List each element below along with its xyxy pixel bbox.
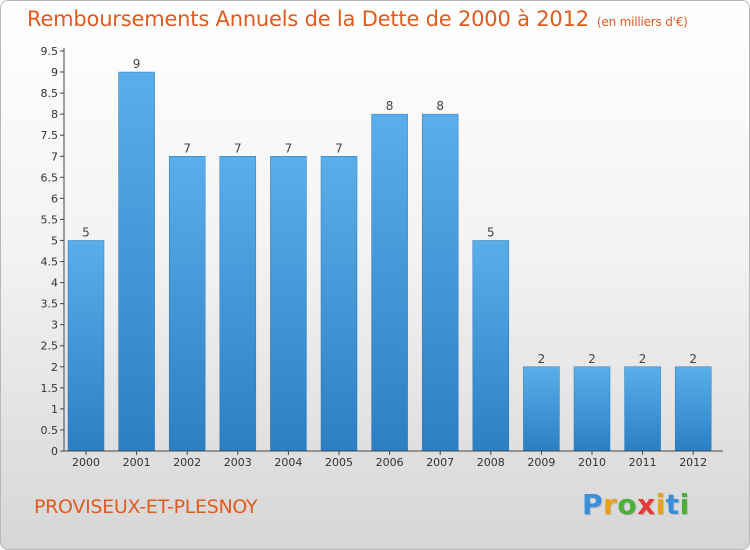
chart-unit: (en milliers d'€) — [596, 15, 688, 29]
logo-letter: o — [617, 488, 638, 521]
bar-2007 — [421, 113, 459, 452]
x-tick-label-2006: 2006 — [376, 456, 404, 469]
y-tick-label-7.5: 7.5 — [41, 129, 59, 142]
bar-2010 — [573, 366, 611, 452]
bar-2001 — [118, 71, 155, 452]
y-tick-label-5: 5 — [51, 234, 58, 247]
y-tick-label-6.5: 6.5 — [41, 171, 59, 184]
commune-name: PROVISEUX-ET-PLESNOY — [34, 496, 258, 518]
y-tick-label-6: 6 — [51, 192, 58, 205]
x-tick-label-2009: 2009 — [527, 456, 555, 469]
data-label-2008: 5 — [487, 225, 495, 239]
y-tick-label-3.5: 3.5 — [41, 298, 59, 311]
y-tick-label-3: 3 — [51, 319, 58, 332]
x-tick-label-2010: 2010 — [578, 456, 606, 469]
proxiti-logo[interactable]: Proxiti — [582, 488, 690, 521]
bar-2004 — [270, 156, 307, 452]
y-tick-label-7: 7 — [51, 150, 58, 163]
x-tick-label-2002: 2002 — [173, 456, 201, 469]
data-label-2009: 2 — [538, 352, 546, 366]
logo-letter: r — [603, 488, 618, 521]
y-tick-label-9: 9 — [51, 66, 58, 79]
chart-title-text: Remboursements Annuels de la Dette de 20… — [27, 7, 589, 31]
bar-2008 — [472, 240, 510, 452]
y-tick-label-1: 1 — [51, 403, 58, 416]
bar-2000 — [67, 240, 105, 452]
y-tick-label-2.5: 2.5 — [41, 340, 59, 353]
logo-letter: t — [665, 488, 680, 521]
data-label-2003: 7 — [234, 141, 242, 155]
data-label-2002: 7 — [183, 141, 191, 155]
x-tick-label-2000: 2000 — [72, 456, 100, 469]
bar-2003 — [219, 156, 257, 452]
y-tick-label-4: 4 — [51, 277, 58, 290]
x-tick-label-2011: 2011 — [629, 456, 657, 469]
y-tick-label-2: 2 — [51, 361, 58, 374]
bar-2002 — [168, 156, 206, 452]
y-tick-label-8.5: 8.5 — [41, 87, 59, 100]
x-tick-label-2012: 2012 — [679, 456, 707, 469]
data-label-2012: 2 — [689, 352, 697, 366]
x-tick-label-2001: 2001 — [123, 456, 151, 469]
data-label-2000: 5 — [82, 225, 90, 239]
data-label-2001: 9 — [133, 57, 141, 71]
bar-2011 — [624, 366, 661, 452]
axes-group: 2000 2001 2002 2003 2004 2005 2006 2007 2008 2009… — [41, 45, 723, 469]
bar-2012 — [674, 366, 712, 452]
y-tick-label-4.5: 4.5 — [41, 256, 59, 269]
y-tick-label-9.5: 9.5 — [41, 45, 59, 58]
x-tick-label-2005: 2005 — [325, 456, 353, 469]
bar-2006 — [371, 113, 408, 452]
data-label-2006: 8 — [386, 99, 394, 113]
x-tick-label-2004: 2004 — [274, 456, 302, 469]
logo-letter: i — [679, 488, 690, 521]
logo-letter: x — [637, 488, 656, 521]
logo-letter: i — [655, 488, 666, 521]
y-tick-label-0: 0 — [51, 445, 58, 458]
x-tick-label-2008: 2008 — [477, 456, 505, 469]
y-tick-label-0.5: 0.5 — [41, 424, 59, 437]
logo-letter: P — [582, 488, 604, 521]
data-label-2005: 7 — [335, 141, 343, 155]
data-label-2010: 2 — [588, 352, 596, 366]
bar-2009 — [523, 366, 560, 452]
y-tick-label-1.5: 1.5 — [41, 382, 59, 395]
chart-title: Remboursements Annuels de la Dette de 20… — [27, 7, 688, 31]
data-label-2007: 8 — [436, 99, 444, 113]
data-label-2004: 7 — [285, 141, 293, 155]
x-tick-label-2003: 2003 — [224, 456, 252, 469]
x-tick-label-2007: 2007 — [426, 456, 454, 469]
y-tick-label-8: 8 — [51, 108, 58, 121]
y-tick-label-5.5: 5.5 — [41, 213, 59, 226]
bar-2005 — [320, 156, 358, 452]
data-label-2011: 2 — [639, 352, 647, 366]
bars-group: 5 9 7 7 7 7 8 8 5 2 2 2 2 — [67, 57, 712, 452]
